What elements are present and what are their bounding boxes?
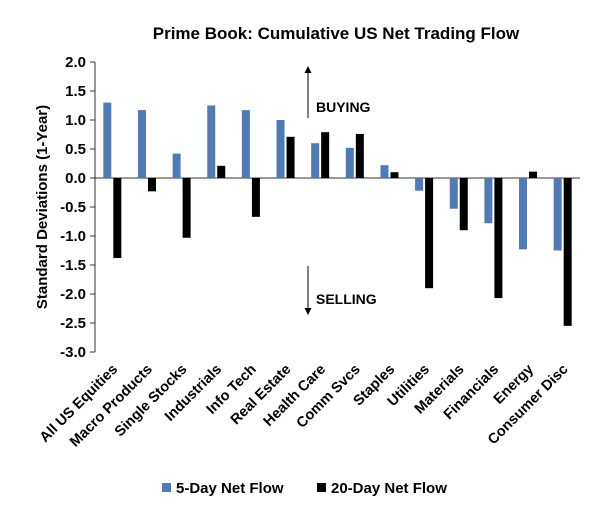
bar-20day <box>459 178 468 231</box>
bar-5day <box>415 178 424 191</box>
bar-20day <box>390 172 399 178</box>
bar-20day <box>217 165 226 178</box>
plot-area: 2.01.51.00.50.0-0.5-1.0-1.5-2.0-2.5-3.0A… <box>37 54 580 450</box>
bar-20day <box>286 136 295 178</box>
selling-label: SELLING <box>316 291 377 307</box>
bar-20day <box>113 178 122 259</box>
chart-title: Prime Book: Cumulative US Net Trading Fl… <box>153 24 520 43</box>
legend-label-5day: 5-Day Net Flow <box>176 480 284 497</box>
bar-5day <box>449 178 458 209</box>
y-tick-label: -2.5 <box>60 315 86 332</box>
buying-arrow-head <box>304 66 312 73</box>
bar-20day <box>563 178 572 326</box>
legend-swatch-20day <box>317 483 326 492</box>
y-tick-label: 1.5 <box>65 83 86 100</box>
bar-20day <box>425 178 434 289</box>
bar-20day <box>321 132 330 178</box>
bar-5day <box>137 110 146 178</box>
bar-5day <box>553 178 562 251</box>
bar-5day <box>345 147 354 178</box>
y-tick-label: -1.0 <box>60 228 86 245</box>
y-tick-label: -1.5 <box>60 257 86 274</box>
bar-5day <box>519 178 528 250</box>
y-tick-label: -3.0 <box>60 344 86 361</box>
bar-5day <box>172 153 181 178</box>
buying-label: BUYING <box>316 99 371 115</box>
y-tick-label: 2.0 <box>65 54 86 71</box>
y-tick-label: 0.5 <box>65 141 86 158</box>
legend-label-20day: 20-Day Net Flow <box>331 480 447 497</box>
bar-20day <box>355 133 364 178</box>
y-tick-label: -0.5 <box>60 199 86 216</box>
selling-arrow-head <box>304 308 312 315</box>
bar-5day <box>484 178 493 224</box>
bar-20day <box>529 171 538 178</box>
bar-20day <box>251 178 260 217</box>
bar-5day <box>380 165 389 178</box>
y-tick-label: -2.0 <box>60 286 86 303</box>
y-axis-label: Standard Deviations (1-Year) <box>34 105 51 309</box>
y-tick-label: 1.0 <box>65 112 86 129</box>
bar-5day <box>103 102 112 178</box>
bar-20day <box>494 178 503 299</box>
y-tick-label: 0.0 <box>65 170 86 187</box>
bar-5day <box>207 105 216 178</box>
bar-20day <box>182 178 191 238</box>
bar-5day <box>311 143 320 178</box>
legend: 5-Day Net Flow 20-Day Net Flow <box>162 480 447 497</box>
legend-swatch-5day <box>162 483 171 492</box>
bar-20day <box>147 178 156 192</box>
bar-5day <box>241 110 250 178</box>
bar-5day <box>276 120 285 178</box>
